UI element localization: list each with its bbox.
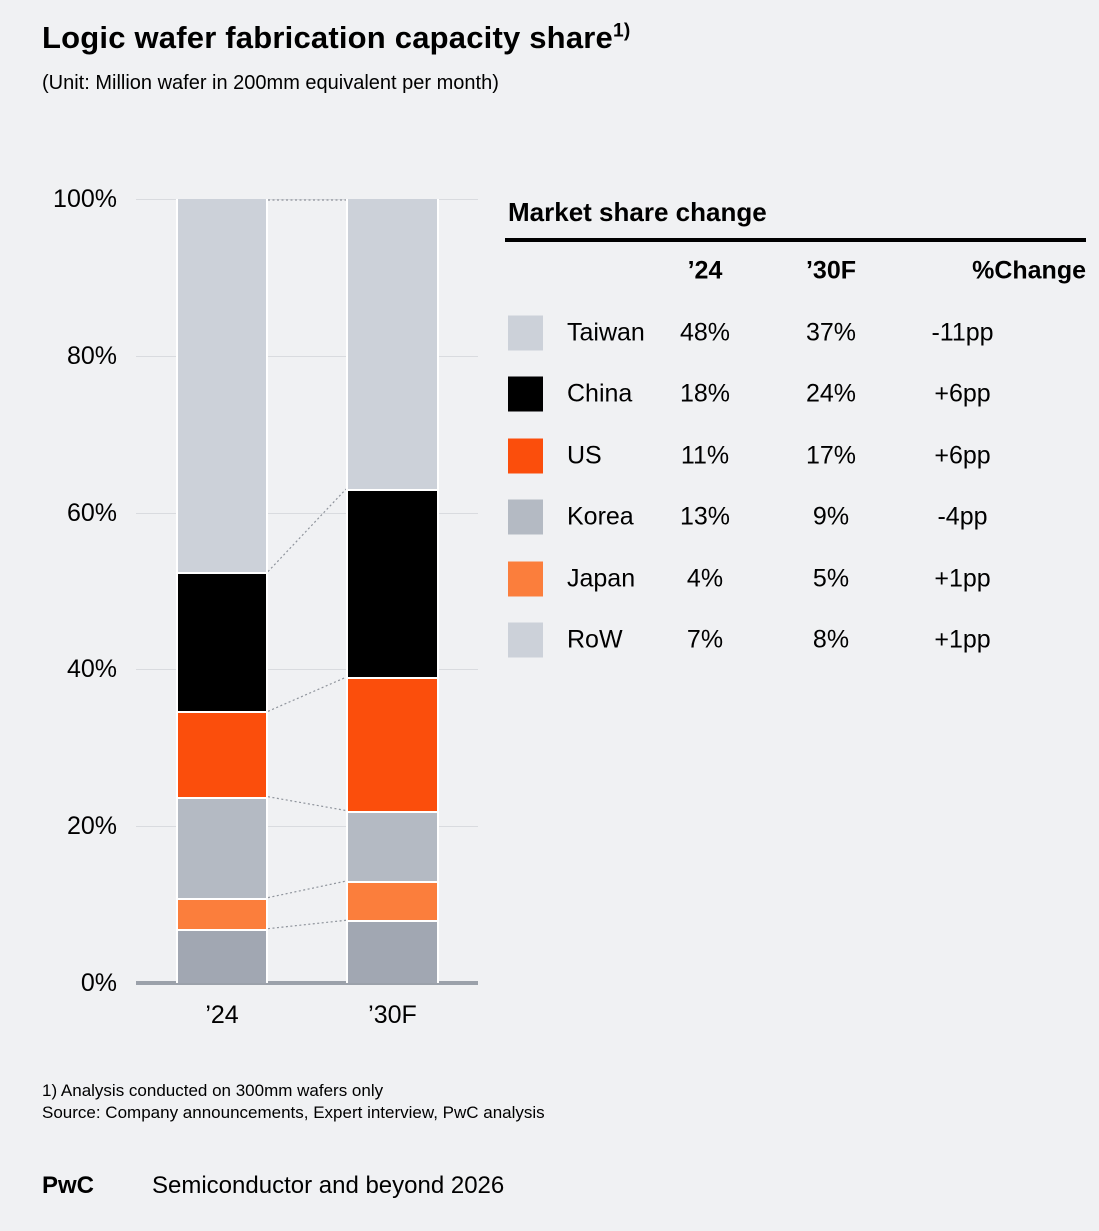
bar-segment-china <box>348 489 437 678</box>
y-tick-label-100: 100% <box>53 185 117 213</box>
bar-30F <box>346 199 439 983</box>
legend-swatch-china <box>508 376 543 412</box>
row-value-24: 11% <box>680 441 730 469</box>
row-label: China <box>567 379 633 408</box>
row-value-24: 18% <box>679 379 731 408</box>
legend-swatch-taiwan <box>508 315 543 350</box>
segment-connector-lines <box>267 199 347 930</box>
row-change: +1pp <box>934 564 991 592</box>
bar-segment-us <box>348 677 437 811</box>
source-note: Source: Company announcements, Expert in… <box>42 1103 545 1122</box>
row-label: Korea <box>567 502 634 531</box>
legend-swatch-korea <box>508 499 543 535</box>
grid-line-80 <box>136 355 478 357</box>
bar-segment-china <box>178 571 266 712</box>
column-header-24: ’24 <box>687 256 723 285</box>
table-header-row: ’24 ’30F %Change <box>505 255 1099 287</box>
x-tick-label-30F: ’30F <box>368 1001 417 1029</box>
table-row-us: US 11% 17% +6pp <box>505 425 1099 486</box>
page-title-text: Logic wafer fabrication capacity share <box>42 20 613 55</box>
bar-segment-japan <box>348 881 437 921</box>
bar-segment-japan <box>178 897 266 929</box>
row-value-24: 7% <box>686 625 724 654</box>
x-axis-line <box>136 981 478 985</box>
grid-line-20 <box>136 826 478 828</box>
footer-title: Semiconductor and beyond 2026 <box>152 1172 505 1199</box>
stacked-bar-chart <box>136 199 478 985</box>
row-change: +6pp <box>934 379 991 408</box>
row-change: +6pp <box>934 441 991 469</box>
row-value-30f: 24% <box>805 379 857 408</box>
table-row-taiwan: Taiwan 48% 37% -11pp <box>505 302 1099 363</box>
table-row-korea: Korea 13% 9% -4pp <box>505 487 1099 548</box>
row-value-30f: 9% <box>812 502 850 531</box>
bar-segment-row <box>348 920 437 983</box>
bar-segment-taiwan <box>178 199 266 572</box>
bar-segment-korea <box>178 796 266 898</box>
row-value-30f: 5% <box>812 564 850 592</box>
grid-line-100 <box>136 199 478 200</box>
row-label: US <box>567 441 602 469</box>
connector-line-1 <box>267 488 347 573</box>
row-value-24: 13% <box>679 502 731 531</box>
connector-line-3 <box>267 796 347 812</box>
bar-24 <box>176 199 268 983</box>
row-value-30f: 8% <box>812 625 850 654</box>
table-row-japan: Japan 4% 5% +1pp <box>505 548 1099 609</box>
column-header-change: %Change <box>972 256 1086 285</box>
bar-segment-us <box>178 711 266 797</box>
connector-line-4 <box>267 880 347 899</box>
y-tick-label-0: 0% <box>80 969 117 997</box>
bar-segment-korea <box>348 810 437 882</box>
legend-swatch-japan <box>508 561 543 596</box>
table-heading: Market share change <box>508 197 767 227</box>
connector-line-5 <box>267 919 347 930</box>
page-title: Logic wafer fabrication capacity share1) <box>42 20 630 56</box>
row-value-24: 48% <box>679 318 731 346</box>
row-change: -4pp <box>937 502 988 531</box>
row-label: RoW <box>567 625 623 654</box>
bar-segment-taiwan <box>348 199 437 490</box>
legend-swatch-us <box>508 438 543 473</box>
row-label: Japan <box>567 564 636 592</box>
y-tick-label-40: 40% <box>66 655 117 684</box>
row-value-30f: 17% <box>805 441 857 469</box>
bar-segment-row <box>178 928 266 983</box>
footnote-1: 1) Analysis conducted on 300mm wafers on… <box>42 1081 384 1100</box>
row-label: Taiwan <box>567 318 645 346</box>
page-subtitle: (Unit: Million wafer in 200mm equivalent… <box>42 72 499 94</box>
column-header-30f: ’30F <box>805 256 857 285</box>
y-tick-label-80: 80% <box>66 341 117 370</box>
row-change: +1pp <box>934 625 991 654</box>
table-heading-rule <box>505 238 1086 242</box>
row-value-24: 4% <box>686 564 724 592</box>
grid-line-40 <box>136 669 478 671</box>
table-row-row: RoW 7% 8% +1pp <box>505 610 1099 671</box>
legend-swatch-row <box>508 622 543 658</box>
connector-line-2 <box>267 676 347 712</box>
grid-line-60 <box>136 512 478 514</box>
y-tick-label-20: 20% <box>66 812 117 841</box>
title-footnote-marker: 1) <box>612 20 631 42</box>
pwc-logo: PwC <box>42 1172 95 1199</box>
row-change: -11pp <box>931 318 994 346</box>
x-tick-label-24: ’24 <box>205 1001 239 1029</box>
table-row-china: China 18% 24% +6pp <box>505 364 1099 425</box>
row-value-30f: 37% <box>805 318 857 346</box>
y-tick-label-60: 60% <box>66 498 117 527</box>
